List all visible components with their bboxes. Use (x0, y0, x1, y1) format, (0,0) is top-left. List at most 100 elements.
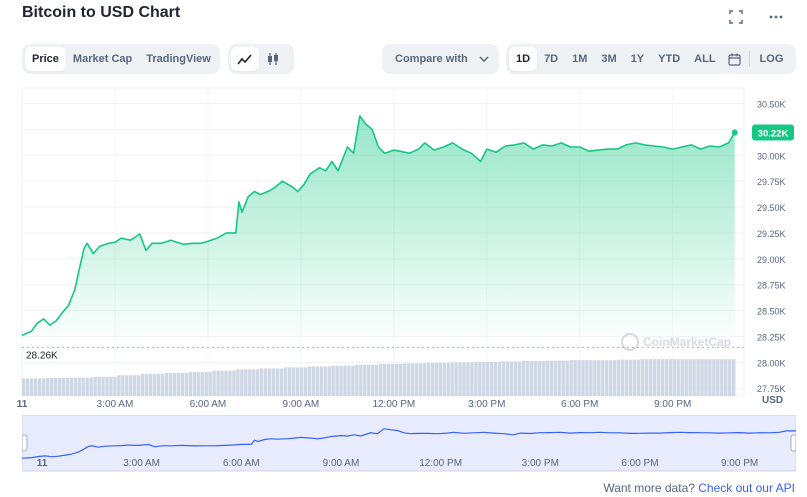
range-1m[interactable]: 1M (572, 53, 588, 65)
range-1y[interactable]: 1Y (630, 53, 645, 65)
volume-bar (442, 362, 446, 396)
volume-bar (69, 377, 73, 396)
volume-bar (97, 376, 101, 396)
volume-bar (660, 359, 665, 396)
y-tick-label: 29.00K (757, 255, 786, 265)
volume-bar (363, 364, 367, 396)
chevron-down-icon (479, 53, 489, 65)
y-tick-label: 30.00K (757, 151, 786, 161)
volume-bar (240, 369, 244, 396)
api-link[interactable]: Check out our API (698, 481, 795, 495)
y-tick-label: 29.50K (757, 203, 786, 213)
volume-bar (386, 363, 391, 396)
volume-bar (125, 375, 129, 396)
volume-bar (65, 378, 70, 396)
volume-bar (260, 368, 264, 396)
volume-bar (704, 359, 708, 396)
volume-bar (680, 359, 684, 396)
range-3m[interactable]: 3M (601, 53, 617, 65)
tab-market-cap[interactable]: Market Cap (72, 53, 133, 65)
volume-bar (553, 360, 557, 396)
volume-bar (533, 361, 538, 396)
coinmarketcap-logo-icon (621, 333, 639, 351)
y-tick-label: 27.75K (757, 384, 786, 394)
volume-bar (640, 359, 645, 396)
more-options-icon[interactable] (767, 8, 785, 26)
volume-bar (315, 366, 319, 396)
volume-bar (382, 363, 387, 396)
volume-bar (168, 373, 173, 396)
volume-bar (200, 372, 204, 396)
y-tick-label: 28.50K (757, 307, 786, 317)
volume-bar (275, 368, 280, 396)
x-tick-label: 9:00 PM (654, 399, 691, 410)
range-7d[interactable]: 7D (544, 53, 559, 65)
volume-bar (263, 368, 268, 396)
volume-bar (224, 370, 228, 396)
volume-bar (462, 362, 466, 396)
compare-with-dropdown[interactable]: Compare with (382, 44, 499, 74)
volume-bar (577, 360, 581, 396)
fullscreen-icon[interactable] (727, 8, 745, 26)
tab-tradingview[interactable]: TradingView (146, 53, 211, 65)
x-tick-label: 3:00 AM (97, 399, 134, 410)
line-chart-icon[interactable] (231, 47, 259, 71)
range-1d[interactable]: 1D (509, 47, 538, 71)
volume-bar (192, 372, 196, 396)
volume-bar (196, 372, 200, 396)
current-price-label: 30.22K (758, 129, 789, 140)
y-tick-label: 30.50K (757, 100, 786, 110)
calendar-icon[interactable] (723, 47, 746, 71)
watermark-text: CoinMarketCap (643, 335, 731, 349)
volume-bar (343, 365, 347, 396)
navigator-tick-label: 3:00 PM (522, 458, 559, 469)
volume-bar (53, 378, 58, 396)
range-ytd[interactable]: YTD (658, 53, 681, 65)
volume-bar (617, 359, 621, 396)
volume-bar (164, 373, 169, 396)
toolbar-divider (748, 51, 750, 67)
volume-bar (61, 378, 66, 396)
volume-bar (73, 377, 77, 396)
volume-bar (105, 376, 109, 396)
volume-bar (581, 360, 585, 396)
volume-bar (656, 359, 661, 396)
volume-bar (93, 376, 97, 396)
y-tick-label: 28.25K (757, 332, 786, 342)
volume-bar (121, 375, 125, 396)
footer: Want more data? Check out our API (603, 481, 795, 495)
volume-bar (359, 364, 363, 396)
watermark: CoinMarketCap (621, 333, 731, 351)
compare-with-label: Compare with (395, 53, 468, 65)
candlestick-icon[interactable] (259, 47, 287, 71)
volume-bar (624, 359, 629, 396)
tab-price[interactable]: Price (25, 47, 66, 71)
volume-bar (732, 359, 736, 396)
volume-bar (291, 367, 296, 396)
volume-bar (248, 369, 252, 396)
volume-bar (148, 373, 153, 396)
volume-bar (557, 360, 561, 396)
range-navigator[interactable]: 11 3:00 AM 6:00 AM 9:00 AM 12:00 PM 3:00 PM 6:… (22, 415, 796, 473)
volume-bar (303, 367, 308, 396)
volume-bar (327, 366, 331, 396)
price-chart[interactable]: 30.50K30.25K30.00K29.75K29.50K29.25K29.0… (0, 80, 807, 410)
volume-bar (398, 363, 403, 396)
volume-bar (279, 368, 284, 396)
volume-bar (204, 372, 208, 396)
volume-bar (81, 377, 85, 396)
volume-bar (728, 359, 732, 396)
range-all[interactable]: ALL (694, 53, 716, 65)
volume-bar (57, 378, 62, 396)
volume-bar (632, 359, 637, 396)
volume-bar (505, 361, 510, 396)
volume-bar (402, 363, 407, 396)
volume-bar (45, 378, 50, 396)
volume-bar (133, 375, 137, 396)
volume-bar (283, 367, 288, 396)
volume-bar (271, 368, 276, 396)
volume-bar (482, 361, 486, 396)
volume-bar (184, 373, 189, 396)
log-scale-toggle[interactable]: LOG (759, 53, 784, 65)
volume-bar (29, 378, 34, 396)
